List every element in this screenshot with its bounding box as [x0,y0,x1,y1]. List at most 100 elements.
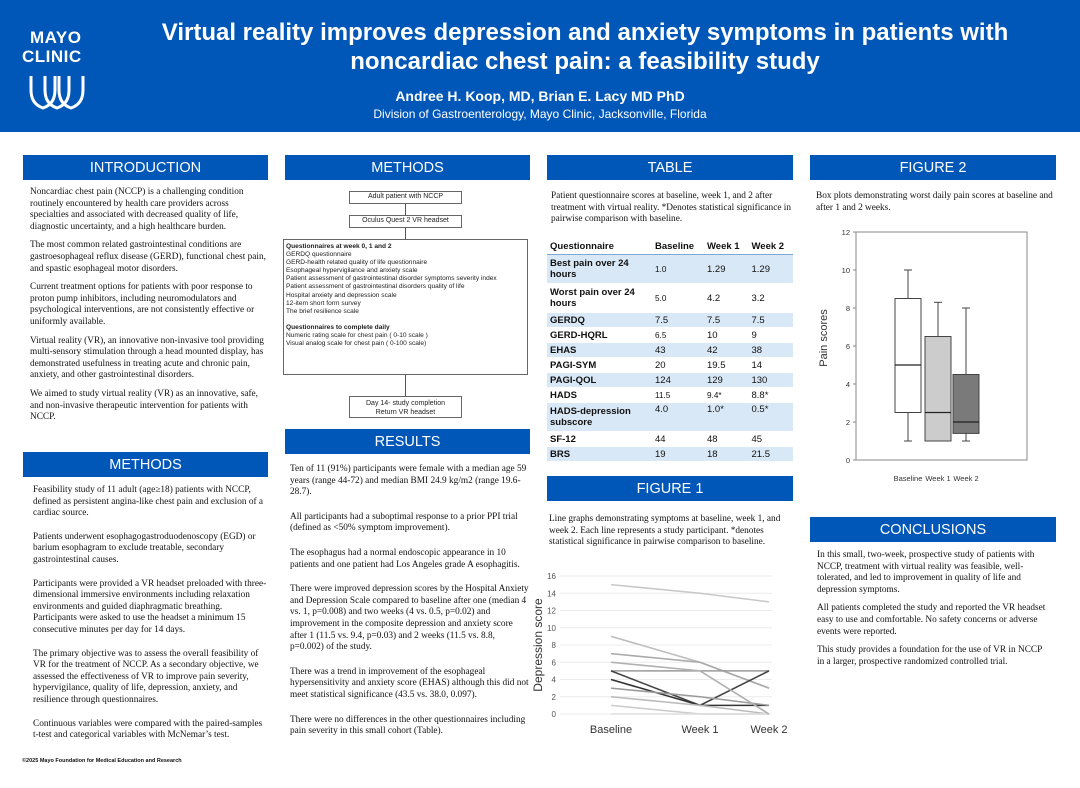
x-tick-label: Baseline [590,724,632,736]
table-row: HADS-depression subscore 4.0 1.0* 0.5* [547,402,793,432]
flow-daily-item: Visual analog scale for chest pain ( 0-1… [286,340,427,348]
poster-header: MAYO CLINIC Virtual reality improves dep… [0,0,1080,132]
introduction-paragraph: Noncardiac chest pain (NCCP) is a challe… [30,187,244,232]
introduction-heading: INTRODUCTION [23,155,268,180]
flow-completion-line2: Return VR headset [375,409,436,416]
flow-daily-heading: Questionnaires to complete daily [286,323,390,331]
conclusions-text: In this small, two-week, prospective stu… [817,550,1049,675]
poster-title: Virtual reality improves depression and … [120,18,1050,76]
table-row: PAGI-QOL 124 129 130 [547,372,793,388]
table-cell: 42 [703,342,749,358]
table-header-cell: Week 1 [703,239,749,255]
flow-weekly-item: Esophageal hypervigilance and anxiety sc… [286,267,418,275]
participant-line [610,661,770,715]
participant-line [610,687,770,707]
participant-line [610,695,770,715]
table-cell: 7.5 [748,312,793,328]
flow-box-headset: Oculus Quest 2 VR headset [349,215,462,228]
table-cell: 1.29 [748,254,793,284]
table-cell: 19 [652,446,704,462]
table-cell: PAGI-SYM [547,357,652,373]
y-tick-label: 12 [842,228,850,237]
table-cell: 1.0* [703,402,749,432]
y-tick-label: 2 [846,418,850,427]
results-paragraph: All participants had a suboptimal respon… [290,511,518,534]
y-tick-label: 10 [842,266,850,275]
table-cell: 1.0 [652,254,704,284]
x-tick-label: Week 1 [681,724,718,736]
y-tick-label: 6 [846,342,850,351]
flow-arrow [405,228,406,239]
flow-arrow [405,375,406,396]
introduction-paragraph: Current treatment options for patients w… [30,282,255,327]
table-row: EHAS 43 42 38 [547,342,793,358]
box [952,374,980,434]
table-cell: SF-12 [547,431,652,447]
table-cell: Best pain over 24 hours [547,254,652,284]
scores-table: Questionnaire Baseline Week 1 Week 2 Bes… [547,239,793,462]
table-heading: TABLE [547,155,793,180]
results-paragraph: There were improved depression scores by… [290,584,529,653]
results-paragraph: The esophagus had a normal endoscopic ap… [290,547,520,570]
table-cell: 6.5 [652,327,704,343]
poster-title-line1: Virtual reality improves depression and … [161,19,1009,46]
table-cell: GERDQ [547,312,652,328]
conclusions-heading: CONCLUSIONS [810,517,1056,542]
x-tick-label: Week 1 [925,474,950,483]
table-cell: 1.29 [703,254,749,284]
table-row: HADS 11.5 9.4* 8.8* [547,387,793,403]
table-row: Best pain over 24 hours 1.0 1.29 1.29 [547,254,793,284]
table-header-cell: Baseline [652,239,704,255]
table-cell: HADS [547,387,652,403]
poster-title-line2: noncardiac chest pain: a feasibility stu… [350,48,820,75]
flow-daily-item: Numeric rating scale for chest pain ( 0-… [286,331,428,339]
table-header-row: Questionnaire Baseline Week 1 Week 2 [547,239,793,255]
flow-weekly-heading: Questionnaires at week 0, 1 and 2 [286,243,392,250]
figure2-heading: FIGURE 2 [810,155,1056,180]
table-cell: HADS-depression subscore [547,402,652,432]
results-text: Ten of 11 (91%) participants were female… [290,464,530,751]
introduction-paragraph: The most common related gastrointestinal… [30,240,266,274]
table-row: BRS 19 18 21.5 [547,446,793,462]
y-axis-label: Pain scores [818,309,830,367]
y-tick-label: 0 [846,456,850,465]
mayo-clinic-logo: MAYO CLINIC [22,22,112,112]
flow-completion-line1: Day 14- study completion [366,400,445,407]
y-axis-label: Depression score [531,598,545,692]
logo-text-mayo: MAYO [30,28,82,47]
table-row: GERD-HQRL 6.5 10 9 [547,327,793,343]
flow-weekly-item: GERDQ questionnaire [286,251,352,259]
methods-text: Feasibility study of 11 adult (age≥18) p… [33,485,268,749]
results-paragraph: Ten of 11 (91%) participants were female… [290,464,527,498]
table-cell: 11.5 [652,387,704,403]
x-tick-label: Baseline [894,474,923,483]
table-cell: 129 [703,372,749,388]
table-cell: PAGI-QOL [547,372,652,388]
table-row: Worst pain over 24 hours 5.0 4.2 3.2 [547,283,793,313]
table-cell: 0.5* [748,402,793,432]
box [924,336,952,442]
table-cell: 3.2 [748,283,793,313]
figure1-heading: FIGURE 1 [547,476,793,501]
flow-weekly-item: Patient assessment of gastrointestinal d… [286,275,497,283]
table-cell: 7.5 [703,312,749,328]
methods-paragraph: The primary objective was to assess the … [33,648,259,705]
copyright-footer: ©2025 Mayo Foundation for Medical Educat… [22,758,182,764]
table-cell: 124 [652,372,704,388]
table-cell: 9 [748,327,793,343]
conclusions-paragraph: All patients completed the study and rep… [817,603,1046,637]
table-cell: Worst pain over 24 hours [547,283,652,313]
y-tick-label: 16 [547,572,556,581]
results-paragraph: There were no differences in the other q… [290,714,526,737]
participant-line [610,652,770,689]
y-tick-label: 4 [846,380,850,389]
table-cell: 7.5 [652,312,704,328]
table-cell: 45 [748,431,793,447]
y-tick-label: 10 [547,624,556,633]
y-tick-label: 12 [547,607,556,616]
conclusions-paragraph: In this small, two-week, prospective stu… [817,550,1035,595]
flow-weekly-item: 12-item short form survey [286,299,361,307]
table-cell: 9.4* [703,387,749,403]
participant-line [610,704,769,715]
table-row: GERDQ 7.5 7.5 7.5 [547,312,793,328]
